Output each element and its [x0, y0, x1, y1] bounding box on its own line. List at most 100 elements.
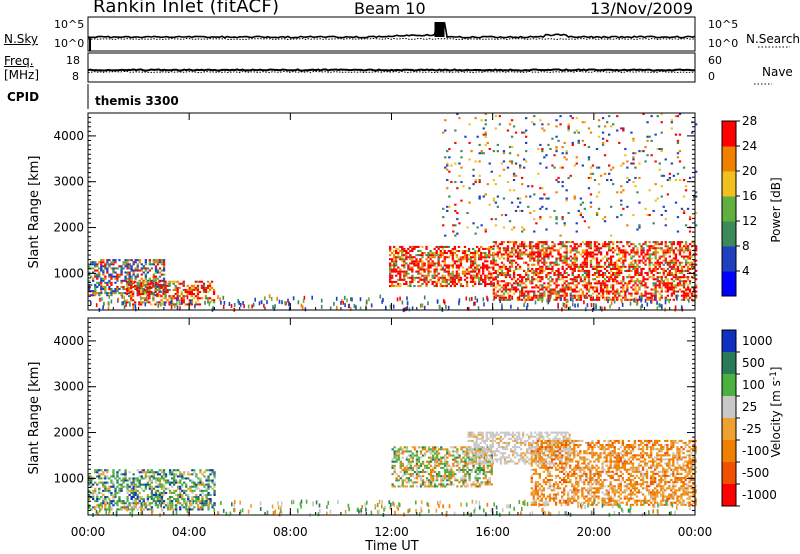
heatmap-cell — [654, 183, 657, 186]
heatmap-cell — [682, 265, 686, 268]
heatmap-cell — [527, 274, 530, 277]
heatmap-cell — [571, 296, 574, 301]
heatmap-cell — [462, 466, 465, 469]
heatmap-cell — [656, 197, 659, 200]
heatmap-cell — [104, 469, 107, 472]
heatmap-cell — [539, 197, 542, 200]
heatmap-cell — [421, 462, 425, 465]
heatmap-cell — [199, 469, 202, 472]
heatmap-cell — [589, 282, 593, 285]
heatmap-cell — [442, 207, 445, 210]
heatmap-cell — [204, 300, 206, 305]
heatmap-cell — [204, 297, 208, 300]
heatmap-cell — [154, 504, 158, 507]
heatmap-cell — [187, 493, 190, 496]
heatmap-cell — [203, 502, 206, 505]
heatmap-cell — [395, 264, 398, 267]
heatmap-cell — [581, 280, 585, 283]
heatmap-cell — [465, 285, 469, 288]
heatmap-cell — [148, 502, 152, 505]
heatmap-cell — [557, 267, 560, 270]
heatmap-cell — [666, 272, 670, 275]
heatmap-cell — [480, 469, 483, 472]
heatmap-cell — [142, 288, 145, 291]
heatmap-cell — [640, 272, 643, 275]
heatmap-cell — [209, 498, 212, 501]
heatmap-cell — [138, 280, 141, 283]
heatmap-cell — [559, 288, 562, 291]
heatmap-cell — [451, 280, 455, 283]
heatmap-cell — [638, 226, 641, 229]
heatmap-cell — [565, 276, 568, 279]
heatmap-cell — [472, 222, 475, 225]
heatmap-cell — [512, 249, 516, 252]
heatmap-cell — [480, 266, 483, 269]
heatmap-cell — [154, 485, 158, 488]
heatmap-cell — [209, 500, 212, 503]
heatmap-cell — [547, 278, 550, 281]
heatmap-cell — [175, 493, 178, 496]
heatmap-cell — [391, 260, 394, 263]
heatmap-cell — [196, 299, 200, 302]
heatmap-cell — [670, 272, 674, 275]
heatmap-cell — [118, 273, 121, 276]
heatmap-cell — [264, 296, 266, 301]
heatmap-cell — [668, 274, 672, 277]
heatmap-cell — [599, 253, 603, 256]
heatmap-cell — [417, 280, 420, 283]
heatmap-cell — [528, 294, 530, 299]
heatmap-cell — [488, 266, 491, 269]
heatmap-cell — [603, 261, 607, 264]
heatmap-cell — [405, 464, 409, 467]
heatmap-cell — [549, 296, 551, 301]
heatmap-cell — [561, 278, 564, 281]
heatmap-cell — [567, 288, 570, 291]
heatmap-cell — [432, 475, 435, 478]
heatmap-cell — [636, 191, 639, 194]
heatmap-cell — [204, 291, 208, 294]
heatmap-cell — [664, 241, 667, 244]
heatmap-cell — [496, 150, 500, 153]
heatmap-cell — [648, 249, 651, 252]
heatmap-cell — [488, 162, 491, 165]
heatmap-cell — [126, 487, 129, 490]
heatmap-cell — [606, 269, 609, 272]
heatmap-cell — [441, 268, 444, 271]
heatmap-cell — [114, 493, 117, 496]
heatmap-cell — [415, 471, 419, 474]
heatmap-cell — [529, 280, 532, 283]
heatmap-cell — [670, 162, 674, 165]
heatmap-cell — [187, 487, 190, 490]
heatmap-cell — [650, 261, 653, 264]
heatmap-cell — [585, 272, 589, 275]
heatmap-cell — [543, 243, 546, 246]
heatmap-cell — [642, 261, 645, 264]
heatmap-cell — [512, 253, 516, 256]
heatmap-cell — [158, 261, 162, 264]
heatmap-cell — [563, 257, 566, 260]
heatmap-cell — [403, 450, 406, 453]
heatmap-cell — [502, 286, 506, 289]
heatmap-cell — [610, 284, 613, 287]
heatmap-cell — [114, 487, 117, 490]
heatmap-cell — [122, 292, 125, 295]
heatmap-cell — [537, 247, 540, 250]
heatmap-cell — [510, 160, 514, 163]
heatmap-cell — [434, 446, 437, 449]
heatmap-cell — [597, 207, 601, 210]
heatmap-cell — [684, 245, 688, 248]
heatmap-cell — [436, 473, 439, 476]
heatmap-cell — [450, 454, 453, 457]
heatmap-cell — [108, 491, 111, 494]
heatmap-cell — [599, 284, 603, 287]
heatmap-cell — [460, 181, 463, 184]
heatmap-cell — [440, 466, 443, 469]
heatmap-cell — [393, 256, 396, 259]
heatmap-cell — [549, 216, 552, 219]
heatmap-cell — [194, 295, 198, 298]
heatmap-cell — [174, 293, 177, 296]
heatmap-cell — [454, 209, 457, 212]
heatmap-cell — [417, 272, 420, 275]
heatmap-cell — [168, 496, 172, 499]
heatmap-cell — [160, 502, 164, 505]
